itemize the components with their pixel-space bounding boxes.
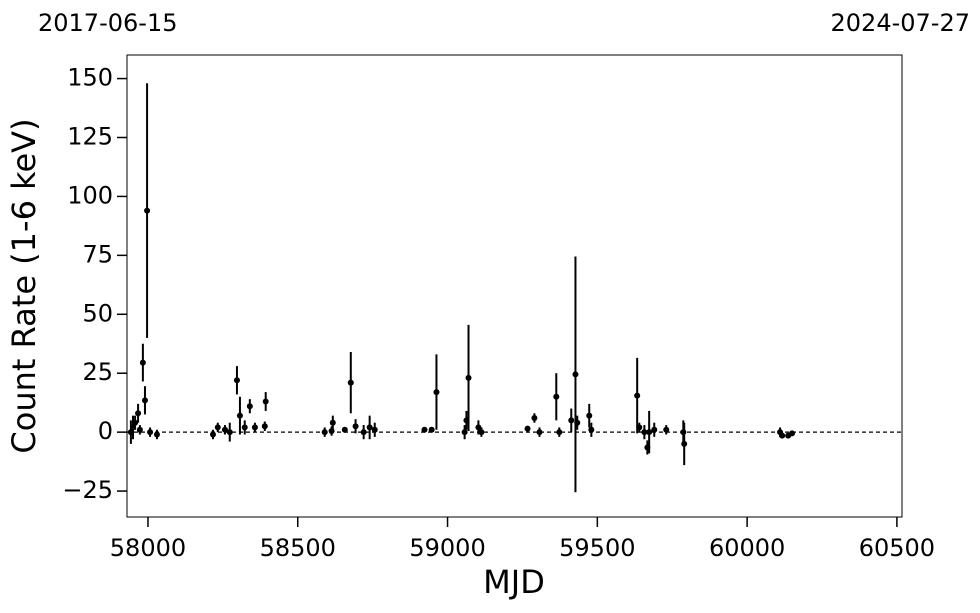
data-point	[572, 371, 579, 378]
data-point	[147, 429, 154, 436]
y-tick-label: 0	[98, 417, 113, 445]
y-tick-label: 150	[67, 64, 113, 92]
x-tick-label: 59000	[409, 534, 485, 562]
data-point	[246, 403, 253, 410]
data-point	[347, 379, 354, 386]
x-tick-label: 60500	[859, 534, 935, 562]
data-point	[241, 424, 248, 431]
data-point	[139, 359, 146, 366]
x-axis-label: MJD	[483, 563, 545, 601]
annotation: 2017-06-15	[38, 9, 177, 37]
data-point	[261, 423, 268, 430]
data-point	[428, 426, 435, 433]
data-point	[646, 429, 653, 436]
data-point	[461, 429, 468, 436]
x-tick-label: 60000	[709, 534, 785, 562]
data-point	[141, 397, 148, 404]
data-point	[233, 377, 240, 384]
data-point	[556, 429, 563, 436]
data-point	[329, 419, 336, 426]
data-point	[586, 412, 593, 419]
data-point	[214, 424, 221, 431]
data-point	[475, 424, 482, 431]
data-point	[574, 419, 581, 426]
data-point	[153, 431, 160, 438]
data-point	[209, 431, 216, 438]
data-point	[478, 429, 485, 436]
data-point	[341, 426, 348, 433]
annotation: 2024-07-27	[831, 9, 970, 37]
x-tick-label: 59500	[559, 534, 635, 562]
x-tick-label: 58500	[260, 534, 336, 562]
data-point	[132, 419, 139, 426]
data-point	[531, 415, 538, 421]
data-point	[144, 207, 151, 214]
data-point	[321, 429, 328, 436]
data-point	[651, 426, 658, 433]
data-point	[352, 423, 359, 430]
data-point	[779, 432, 786, 439]
data-point	[251, 424, 258, 431]
y-axis-label: Count Rate (1-6 keV)	[5, 118, 43, 453]
data-point	[636, 424, 643, 431]
data-point	[553, 393, 560, 400]
data-point	[371, 426, 378, 433]
data-point	[262, 398, 269, 405]
y-tick-label: 125	[67, 123, 113, 151]
data-point	[226, 429, 233, 436]
data-point	[221, 426, 228, 433]
y-tick-label: 75	[82, 240, 113, 268]
data-point	[366, 424, 373, 431]
data-point	[568, 417, 575, 424]
data-point	[135, 410, 142, 417]
data-point	[524, 425, 531, 432]
data-point	[433, 389, 440, 396]
data-point	[663, 426, 670, 433]
y-tick-label: 25	[82, 358, 113, 386]
data-point	[465, 374, 472, 381]
data-point	[421, 426, 428, 433]
data-point	[641, 429, 648, 436]
data-point	[634, 392, 641, 399]
data-point	[136, 426, 143, 433]
data-point	[681, 440, 688, 447]
data-point	[360, 429, 367, 436]
data-point	[789, 430, 796, 437]
data-point	[536, 429, 543, 436]
x-tick-label: 58000	[110, 534, 186, 562]
y-tick-label: −25	[62, 476, 113, 504]
y-tick-label: 100	[67, 181, 113, 209]
data-point	[236, 412, 243, 419]
y-tick-label: 50	[82, 299, 113, 327]
data-point	[588, 426, 595, 433]
plot-frame	[126, 54, 903, 518]
